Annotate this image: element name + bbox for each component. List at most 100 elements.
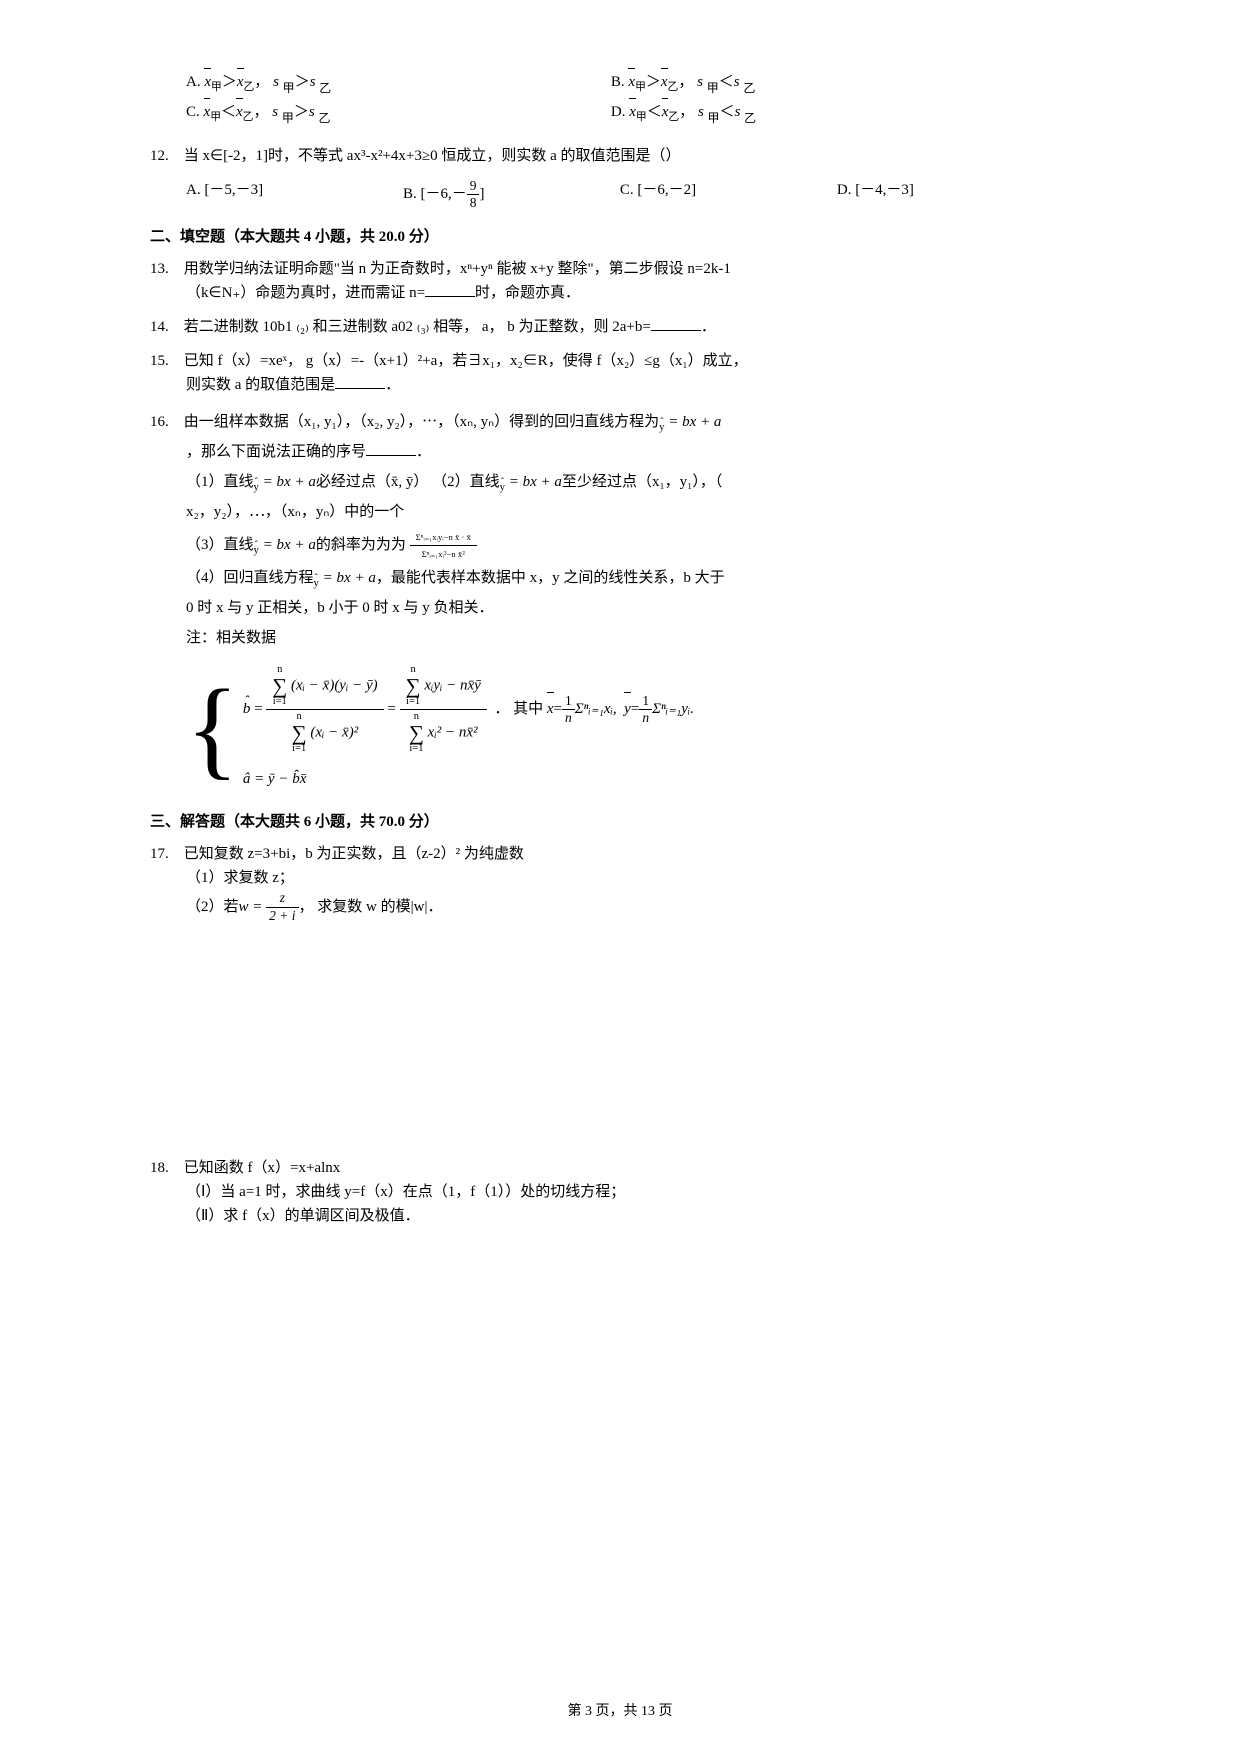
q16-p2a: ，那么下面说法正确的序号 — [186, 444, 366, 460]
q15-line2: 则实数 a 的取值范围是 ． — [186, 377, 400, 393]
q16-frac-den: Σⁿᵢ₌₁xᵢ²−n x̄² — [410, 546, 477, 562]
q16-p3d: （2）直线 — [432, 474, 500, 490]
q18-number: 18. — [150, 1156, 180, 1180]
q16-p6a: （4）回归直线方程 — [186, 570, 314, 586]
q12: 12. 当 x∈[-2，1]时，不等式 ax³-x²+4x+3≥0 恒成立，则实… — [150, 144, 1090, 168]
q13-blank — [425, 281, 475, 297]
q13-l2a: （k∈N₊）命题为真时，进而需证 n= — [186, 285, 425, 301]
s2b: i=1 — [292, 744, 307, 755]
s3b: i=1 — [406, 697, 421, 708]
q12-number: 12. — [150, 144, 180, 168]
q16-p3a: （1）直线 — [186, 474, 254, 490]
q17-stem: 已知复数 z=3+bi，b 为正实数，且（z-2）² 为纯虚数 — [184, 846, 524, 862]
q16-eq: = bx + a — [665, 414, 722, 430]
q13-line1: 用数学归纳法证明命题"当 n 为正奇数时，xⁿ+yⁿ 能被 x+y 整除"，第二… — [184, 261, 731, 277]
q12-b-post: ] — [479, 186, 484, 202]
q16-p3e: 至少经过点（x₁，y₁），（ — [562, 474, 722, 490]
q16-blank — [366, 440, 416, 456]
q16-formula-b: b = n∑i=1 (xᵢ − x̄)(yᵢ − ȳ) n∑i=1 (xᵢ − … — [243, 663, 694, 756]
q13-l2b: 时，命题亦真． — [475, 285, 580, 301]
f1d: n — [562, 710, 575, 726]
q16-den1: (xᵢ − x̄)² — [310, 725, 358, 741]
q16-tail-y2: Σⁿᵢ₌₁yᵢ. — [652, 701, 694, 717]
q16-number: 16. — [150, 407, 180, 437]
q16-den2: xᵢ² − nx̄² — [428, 725, 478, 741]
q17: 17. 已知复数 z=3+bi，b 为正实数，且（z-2）² 为纯虚数 （1）求… — [150, 842, 1090, 923]
f2n: 1 — [639, 693, 652, 710]
q17-p2a: （2）若 — [186, 899, 239, 915]
q18: 18. 已知函数 f（x）=x+alnx （Ⅰ）当 a=1 时，求曲线 y=f（… — [150, 1156, 1090, 1228]
f1n: 1 — [562, 693, 575, 710]
q15-number: 15. — [150, 349, 180, 373]
q16-note: 注：相关数据 — [186, 623, 1090, 653]
brace-left-icon: { — [186, 663, 239, 794]
q11-option-a: A. x甲＞x乙， s 甲＞s 乙 — [186, 70, 611, 94]
q12-option-b: B. [－6,－98] — [403, 178, 620, 211]
q12-option-c: C. [－6,－2] — [620, 178, 837, 211]
q16-tail-x2: Σⁿᵢ₌₁xᵢ, — [575, 701, 621, 717]
q12-stem: 当 x∈[-2，1]时，不等式 ax³-x²+4x+3≥0 恒成立，则实数 a … — [184, 148, 681, 164]
q12-options: A. [－5,－3] B. [－6,－98] C. [－6,－2] D. [－4… — [186, 178, 1090, 211]
q11-option-c: C. x甲＜x乙， s 甲＞s 乙 — [186, 100, 611, 124]
q16-p5-eq: = bx + a — [259, 537, 316, 553]
q16-p3: （1）直线y = bx + a必经过点（x̄, ȳ） （2）直线y = bx +… — [186, 467, 1090, 497]
q13: 13. 用数学归纳法证明命题"当 n 为正奇数时，xⁿ+yⁿ 能被 x+y 整除… — [150, 257, 1090, 305]
blank-space — [150, 946, 1090, 1156]
q16-p5b: 的斜率为为为 — [316, 537, 406, 553]
q17-number: 17. — [150, 842, 180, 866]
page-footer: 第 3 页，共 13 页 — [0, 1701, 1240, 1723]
q12-option-d: D. [－4,－3] — [837, 178, 1054, 211]
q15-line1: 已知 f（x）=xeˣ， g（x）=-（x+1）²+a，若∃x₁，x₂∈R，使得… — [184, 353, 748, 369]
exam-page: A. x甲＞x乙， s 甲＞s 乙 B. x甲＞x乙， s 甲＜s 乙 C. x… — [0, 0, 1240, 1753]
q15-l2b: ． — [385, 377, 400, 393]
q17-wnum: z — [266, 890, 298, 907]
q16-p2: ，那么下面说法正确的序号 ． — [186, 437, 1090, 467]
q16-p4: x₂，y₂），⋯，（xₙ，yₙ）中的一个 — [186, 497, 1090, 527]
q16-num1: (xᵢ − x̄)(yᵢ − ȳ) — [291, 678, 378, 694]
q18-stem: 已知函数 f（x）=x+alnx — [184, 1160, 341, 1176]
q16-p6b: ，最能代表样本数据中 x，y 之间的线性关系，b 大于 — [376, 570, 725, 586]
q14-line1: 若二进制数 10b1 ₍₂₎ 和三进制数 a02 ₍₃₎ 相等， a， b 为正… — [184, 319, 651, 335]
q18-p1: （Ⅰ）当 a=1 时，求曲线 y=f（x）在点（1，f（1））处的切线方程； — [186, 1184, 625, 1200]
q11-options: A. x甲＞x乙， s 甲＞s 乙 B. x甲＞x乙， s 甲＜s 乙 C. x… — [186, 70, 1090, 130]
section-3-title: 三、解答题（本大题共 6 小题，共 70.0 分） — [150, 810, 1090, 834]
q16-tail-a: ． 其中 — [494, 701, 543, 717]
q16-p3b: 必经过点 — [316, 474, 376, 490]
q16-p3-eq2: = bx + a — [505, 474, 562, 490]
section-2-title: 二、填空题（本大题共 4 小题，共 20.0 分） — [150, 225, 1090, 249]
q12-option-a: A. [－5,－3] — [186, 178, 403, 211]
q11-option-b: B. x甲＞x乙， s 甲＜s 乙 — [611, 70, 1036, 94]
q16-p2b: ． — [416, 444, 431, 460]
q17-wlhs: w = — [239, 899, 267, 915]
q16-p5: （3）直线y = bx + a的斜率为为为 Σⁿᵢ₌₁xᵢyᵢ−n x̄ · x… — [186, 527, 1090, 563]
q16-p3c: （x̄, ȳ） — [376, 474, 429, 490]
s1b: i=1 — [272, 697, 287, 708]
q16-p6: （4）回归直线方程y = bx + a，最能代表样本数据中 x，y 之间的线性关… — [186, 563, 1090, 593]
q18-p2: （Ⅱ）求 f（x）的单调区间及极值． — [186, 1208, 420, 1224]
q16-stem: 由一组样本数据（x₁, y₁），（x₂, y₂），⋯，（xₙ, yₙ）得到的回归… — [184, 414, 659, 430]
s4b: i=1 — [409, 744, 424, 755]
q15-l2a: 则实数 a 的取值范围是 — [186, 377, 335, 393]
q17-p1: （1）求复数 z； — [186, 870, 294, 886]
q14-blank — [651, 315, 701, 331]
q12-b-pre: B. [－6,－ — [403, 186, 467, 202]
q13-number: 13. — [150, 257, 180, 281]
q17-p2b: ， 求复数 w 的模|w|． — [299, 899, 443, 915]
q13-line2: （k∈N₊）命题为真时，进而需证 n= 时，命题亦真． — [186, 285, 580, 301]
q15: 15. 已知 f（x）=xeˣ， g（x）=-（x+1）²+a，若∃x₁，x₂∈… — [150, 349, 1090, 397]
q16-num2: xᵢyᵢ − nx̄ȳ — [424, 678, 481, 694]
q12-b-num: 9 — [467, 178, 480, 195]
q12-b-den: 8 — [467, 195, 480, 211]
q15-blank — [335, 373, 385, 389]
q16-formula-a: â = ȳ − b̂x̄ — [243, 764, 694, 794]
q16-p6-eq: = bx + a — [319, 570, 376, 586]
q17-wden: 2 + i — [266, 908, 298, 924]
q16-p5a: （3）直线 — [186, 537, 254, 553]
q11-option-d: D. x甲＜x乙， s 甲＜s 乙 — [611, 100, 1036, 124]
q14-tail: ． — [701, 319, 716, 335]
q16-p3-eq1: = bx + a — [259, 474, 316, 490]
q16-formula-block: { b = n∑i=1 (xᵢ − x̄)(yᵢ − ȳ) n∑i=1 (xᵢ … — [186, 663, 1090, 794]
q16-frac-num: Σⁿᵢ₌₁xᵢyᵢ−n x̄ · x̄ — [410, 529, 477, 546]
f2d: n — [639, 710, 652, 726]
q16-eq2: = — [387, 701, 399, 717]
